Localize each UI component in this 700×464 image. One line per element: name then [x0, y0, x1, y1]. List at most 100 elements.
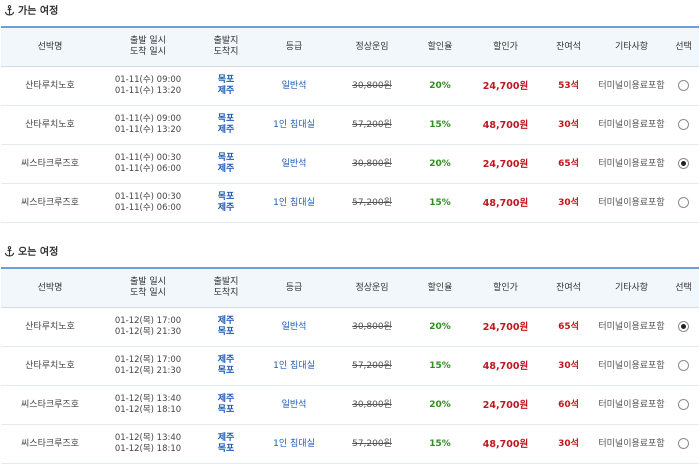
- datetime-cell: 01-12(목) 17:00 01-12(목) 21:30: [99, 346, 197, 386]
- remaining-seats: 30석: [542, 105, 595, 145]
- port-cell: 목포 제주: [197, 105, 255, 145]
- remaining-seats: 53석: [542, 66, 595, 106]
- inbound-section-title: 오는 여정: [0, 241, 700, 267]
- select-radio[interactable]: [678, 399, 689, 410]
- etc-note: 터미널이용료포함: [595, 183, 668, 223]
- ship-name: 씨스타크루즈호: [1, 183, 99, 223]
- ship-name: 씨스타크루즈호: [1, 144, 99, 184]
- grade: 1인 침대실: [255, 424, 333, 464]
- header-discount-price: 할인가: [469, 27, 542, 67]
- grade: 일반석: [255, 144, 333, 184]
- select-radio[interactable]: [678, 80, 689, 91]
- discount-price: 24,700원: [469, 385, 542, 425]
- select-radio[interactable]: [678, 438, 689, 449]
- select-cell: [668, 183, 699, 223]
- header-datetime: 출발 일시 도착 일시: [99, 268, 197, 308]
- header-ship: 선박명: [1, 27, 99, 67]
- header-select: 선택: [668, 268, 699, 308]
- ship-name: 산타루치노호: [1, 105, 99, 145]
- table-row: 산타루치노호 01-11(수) 09:00 01-11(수) 13:20 목포 제주…: [1, 105, 699, 145]
- discount-rate: 20%: [411, 385, 469, 425]
- discount-price: 48,700원: [469, 183, 542, 223]
- port-cell: 제주 목포: [197, 424, 255, 464]
- discount-price: 24,700원: [469, 307, 542, 347]
- header-seats: 잔여석: [542, 27, 595, 67]
- normal-fare: 57,200원: [333, 183, 411, 223]
- grade: 1인 침대실: [255, 183, 333, 223]
- header-normal-fare: 정상운임: [333, 268, 411, 308]
- header-discount-rate: 할인율: [411, 268, 469, 308]
- discount-price: 24,700원: [469, 66, 542, 106]
- header-select: 선택: [668, 27, 699, 67]
- header-discount-price: 할인가: [469, 268, 542, 308]
- port-cell: 제주 목포: [197, 346, 255, 386]
- etc-note: 터미널이용료포함: [595, 346, 668, 386]
- select-radio[interactable]: [678, 119, 689, 130]
- port-cell: 목포 제주: [197, 144, 255, 184]
- grade: 1인 침대실: [255, 105, 333, 145]
- header-normal-fare: 정상운임: [333, 27, 411, 67]
- outbound-title: 가는 여정: [18, 6, 59, 17]
- discount-rate: 15%: [411, 105, 469, 145]
- discount-rate: 20%: [411, 144, 469, 184]
- normal-fare: 30,800원: [333, 66, 411, 106]
- normal-fare: 57,200원: [333, 346, 411, 386]
- ship-name: 씨스타크루즈호: [1, 424, 99, 464]
- select-radio[interactable]: [678, 321, 689, 332]
- port-cell: 제주 목포: [197, 307, 255, 347]
- table-row: 산타루치노호 01-12(목) 17:00 01-12(목) 21:30 제주 목포…: [1, 346, 699, 386]
- etc-note: 터미널이용료포함: [595, 66, 668, 106]
- outbound-section-title: 가는 여정: [0, 0, 700, 26]
- ship-name: 산타루치노호: [1, 346, 99, 386]
- discount-rate: 15%: [411, 183, 469, 223]
- discount-rate: 15%: [411, 424, 469, 464]
- etc-note: 터미널이용료포함: [595, 424, 668, 464]
- etc-note: 터미널이용료포함: [595, 144, 668, 184]
- discount-rate: 20%: [411, 307, 469, 347]
- datetime-cell: 01-11(수) 00:30 01-11(수) 06:00: [99, 183, 197, 223]
- select-radio[interactable]: [678, 158, 689, 169]
- discount-price: 48,700원: [469, 346, 542, 386]
- select-cell: [668, 105, 699, 145]
- datetime-cell: 01-12(목) 13:40 01-12(목) 18:10: [99, 385, 197, 425]
- select-cell: [668, 424, 699, 464]
- select-radio[interactable]: [678, 197, 689, 208]
- select-cell: [668, 307, 699, 347]
- remaining-seats: 30석: [542, 183, 595, 223]
- table-row: 씨스타크루즈호 01-12(목) 13:40 01-12(목) 18:10 제주 목…: [1, 424, 699, 464]
- select-radio[interactable]: [678, 360, 689, 371]
- datetime-cell: 01-12(목) 13:40 01-12(목) 18:10: [99, 424, 197, 464]
- table-row: 산타루치노호 01-12(목) 17:00 01-12(목) 21:30 제주 목포…: [1, 307, 699, 347]
- normal-fare: 30,800원: [333, 385, 411, 425]
- grade: 일반석: [255, 385, 333, 425]
- anchor-icon: [4, 246, 15, 257]
- normal-fare: 30,800원: [333, 144, 411, 184]
- discount-price: 24,700원: [469, 144, 542, 184]
- header-discount-rate: 할인율: [411, 27, 469, 67]
- remaining-seats: 65석: [542, 144, 595, 184]
- header-datetime: 출발 일시 도착 일시: [99, 27, 197, 67]
- inbound-table: 선박명 출발 일시 도착 일시 출발지 도착지 등급 정상운임 할인율 할인가 잔여…: [1, 267, 699, 464]
- remaining-seats: 65석: [542, 307, 595, 347]
- remaining-seats: 60석: [542, 385, 595, 425]
- header-ship: 선박명: [1, 268, 99, 308]
- datetime-cell: 01-11(수) 09:00 01-11(수) 13:20: [99, 105, 197, 145]
- discount-price: 48,700원: [469, 105, 542, 145]
- discount-price: 48,700원: [469, 424, 542, 464]
- remaining-seats: 30석: [542, 346, 595, 386]
- grade: 1인 침대실: [255, 346, 333, 386]
- select-cell: [668, 66, 699, 106]
- ship-name: 씨스타크루즈호: [1, 385, 99, 425]
- header-port: 출발지 도착지: [197, 268, 255, 308]
- header-grade: 등급: [255, 268, 333, 308]
- etc-note: 터미널이용료포함: [595, 105, 668, 145]
- inbound-title: 오는 여정: [18, 247, 59, 258]
- datetime-cell: 01-12(목) 17:00 01-12(목) 21:30: [99, 307, 197, 347]
- outbound-header-row: 선박명 출발 일시 도착 일시 출발지 도착지 등급 정상운임 할인율 할인가 잔여…: [1, 27, 699, 67]
- port-cell: 목포 제주: [197, 66, 255, 106]
- inbound-header-row: 선박명 출발 일시 도착 일시 출발지 도착지 등급 정상운임 할인율 할인가 잔여…: [1, 268, 699, 308]
- grade: 일반석: [255, 307, 333, 347]
- table-row: 씨스타크루즈호 01-12(목) 13:40 01-12(목) 18:10 제주 목…: [1, 385, 699, 425]
- datetime-cell: 01-11(수) 00:30 01-11(수) 06:00: [99, 144, 197, 184]
- port-cell: 제주 목포: [197, 385, 255, 425]
